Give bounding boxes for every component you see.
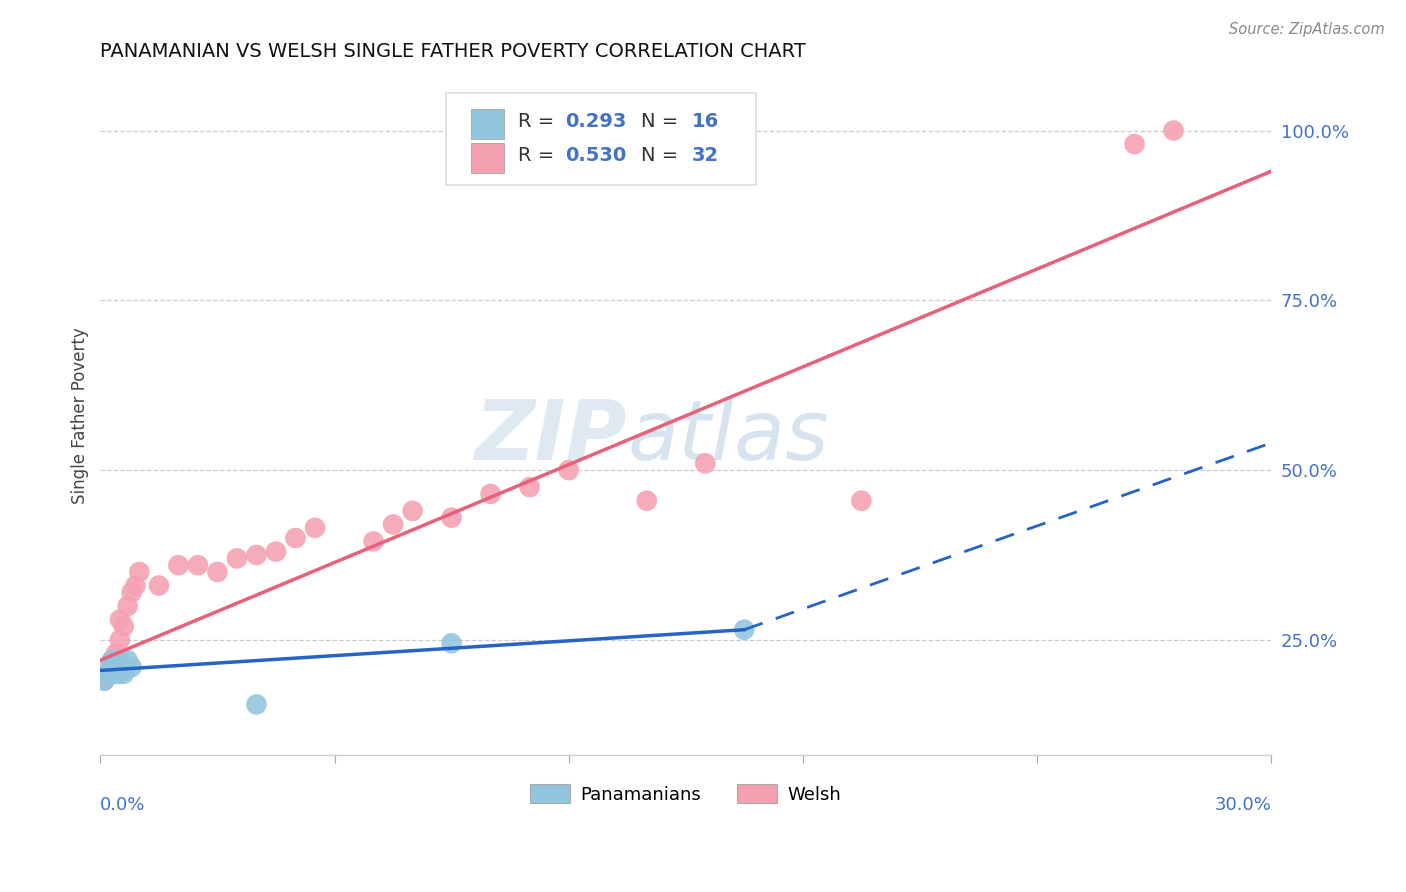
Point	[851, 493, 873, 508]
Point	[1123, 137, 1146, 152]
Text: Source: ZipAtlas.com: Source: ZipAtlas.com	[1229, 22, 1385, 37]
Point	[519, 480, 541, 494]
Text: R =: R =	[519, 146, 561, 165]
Text: 0.293: 0.293	[565, 112, 627, 131]
Point	[97, 666, 120, 681]
Point	[104, 647, 127, 661]
Point	[440, 510, 463, 524]
Point	[112, 660, 135, 674]
Y-axis label: Single Father Poverty: Single Father Poverty	[72, 327, 89, 504]
Point	[264, 544, 287, 558]
Point	[733, 623, 755, 637]
Point	[93, 673, 115, 688]
Text: atlas: atlas	[627, 396, 828, 476]
Point	[108, 632, 131, 647]
Point	[636, 493, 658, 508]
Point	[245, 698, 267, 712]
Text: ZIP: ZIP	[475, 396, 627, 476]
Point	[187, 558, 209, 573]
Point	[124, 578, 146, 592]
Point	[101, 653, 124, 667]
Text: 30.0%: 30.0%	[1215, 796, 1271, 814]
Point	[108, 613, 131, 627]
Point	[117, 599, 139, 613]
Point	[117, 653, 139, 667]
Point	[112, 666, 135, 681]
Point	[101, 653, 124, 667]
Text: 0.0%: 0.0%	[100, 796, 146, 814]
Point	[207, 565, 229, 579]
Point	[108, 666, 131, 681]
Text: 16: 16	[692, 112, 718, 131]
FancyBboxPatch shape	[446, 93, 756, 185]
FancyBboxPatch shape	[471, 144, 505, 173]
Text: PANAMANIAN VS WELSH SINGLE FATHER POVERTY CORRELATION CHART: PANAMANIAN VS WELSH SINGLE FATHER POVERT…	[100, 42, 806, 61]
Point	[121, 660, 143, 674]
Point	[104, 660, 127, 674]
Point	[121, 585, 143, 599]
Text: N =: N =	[641, 112, 685, 131]
Legend: Panamanians, Welsh: Panamanians, Welsh	[523, 777, 849, 811]
Point	[284, 531, 307, 545]
Point	[128, 565, 150, 579]
Text: N =: N =	[641, 146, 685, 165]
FancyBboxPatch shape	[471, 110, 505, 139]
Point	[97, 666, 120, 681]
Point	[1163, 123, 1185, 137]
Point	[93, 673, 115, 688]
Point	[104, 666, 127, 681]
Point	[97, 660, 120, 674]
Point	[304, 521, 326, 535]
Point	[112, 619, 135, 633]
Point	[167, 558, 190, 573]
Point	[440, 636, 463, 650]
Point	[557, 463, 579, 477]
Text: R =: R =	[519, 112, 561, 131]
Point	[108, 653, 131, 667]
Point	[401, 504, 423, 518]
Point	[363, 534, 385, 549]
Point	[695, 456, 717, 470]
Point	[245, 548, 267, 562]
Point	[479, 487, 502, 501]
Point	[382, 517, 405, 532]
Text: 0.530: 0.530	[565, 146, 627, 165]
Text: 32: 32	[692, 146, 718, 165]
Point	[226, 551, 249, 566]
Point	[148, 578, 170, 592]
Point	[101, 666, 124, 681]
